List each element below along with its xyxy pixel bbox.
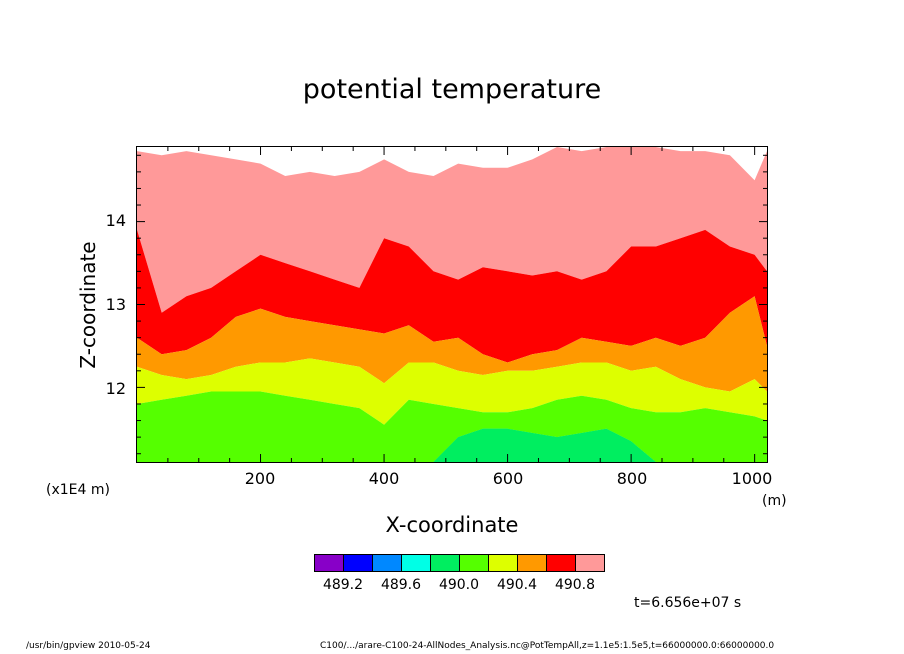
y-axis-units: (x1E4 m) xyxy=(46,482,110,498)
x-tick-label: 200 xyxy=(244,469,276,488)
y-tick-label: 13 xyxy=(105,295,126,314)
colorbar-cell xyxy=(517,554,547,572)
x-axis-label: X-coordinate xyxy=(385,513,519,537)
footer-data-source: C100/.../arare-C100-24-AllNodes_Analysis… xyxy=(320,641,775,651)
colorbar-label: 490.8 xyxy=(554,577,596,593)
colorbar-cell xyxy=(401,554,431,572)
x-tick-label: 800 xyxy=(616,469,648,488)
colorbar-cell xyxy=(343,554,373,572)
chart-title: potential temperature xyxy=(302,74,602,105)
footer-program-date: /usr/bin/gpview 2010-05-24 xyxy=(26,641,151,651)
band-below-490-2 xyxy=(137,428,767,462)
colorbar-cell xyxy=(372,554,402,572)
band-490-4-490-6 xyxy=(137,358,767,425)
colorbar-cell xyxy=(430,554,460,572)
colorbar-label: 489.6 xyxy=(380,577,422,593)
time-annotation: t=6.656e+07 s xyxy=(634,595,742,611)
band-490-6-490-8 xyxy=(137,296,767,392)
y-tick-label: 12 xyxy=(105,379,126,398)
x-tick-label: 400 xyxy=(368,469,400,488)
colorbar-cell xyxy=(488,554,518,572)
contour-plot xyxy=(137,147,767,462)
y-tick-label: 14 xyxy=(105,211,126,230)
plot-area xyxy=(136,146,768,463)
colorbar-cell xyxy=(314,554,344,572)
colorbar xyxy=(314,554,605,572)
colorbar-label: 489.2 xyxy=(322,577,364,593)
colorbar-label: 490.4 xyxy=(496,577,538,593)
colorbar-cell xyxy=(575,554,605,572)
colorbar-cell xyxy=(459,554,489,572)
x-tick-label: 600 xyxy=(492,469,524,488)
colorbar-cell xyxy=(546,554,576,572)
colorbar-label: 490.0 xyxy=(438,577,480,593)
band-491-0-491-2 xyxy=(137,147,767,313)
x-tick-label: 1000 xyxy=(731,469,773,488)
x-axis-units: (m) xyxy=(762,493,787,509)
band-490-2-490-4 xyxy=(137,391,767,462)
band-490-8-491-0 xyxy=(137,229,767,363)
